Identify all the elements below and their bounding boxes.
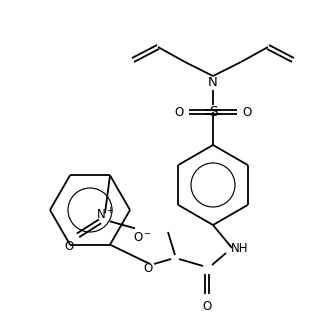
Text: O: O <box>174 106 184 118</box>
Text: O: O <box>144 262 153 275</box>
Text: S: S <box>209 105 217 119</box>
Text: O$^-$: O$^-$ <box>133 231 153 244</box>
Text: O: O <box>202 300 212 313</box>
Text: O: O <box>242 106 252 118</box>
Text: O: O <box>64 240 74 253</box>
Text: N$^+$: N$^+$ <box>96 208 114 223</box>
Text: N: N <box>208 76 218 89</box>
Text: NH: NH <box>231 241 249 254</box>
